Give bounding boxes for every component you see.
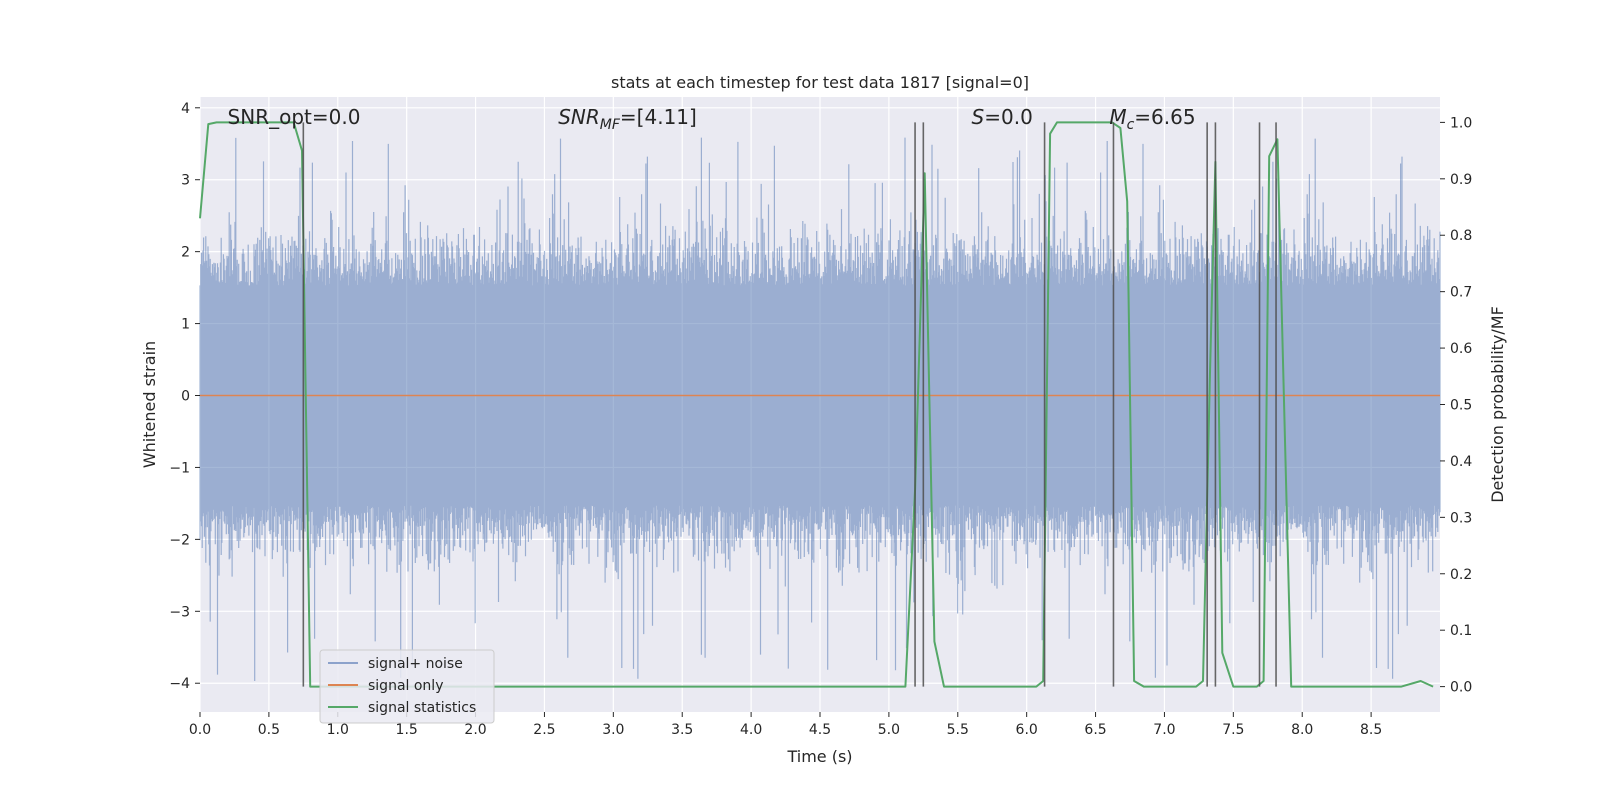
x-tick-label: 7.5	[1222, 722, 1244, 738]
y2-tick-label: 0.1	[1450, 623, 1472, 639]
y-axis-label: Whitened strain	[140, 341, 159, 468]
y-tick-label: −2	[169, 532, 190, 548]
y2-axis-label: Detection probability/MF	[1488, 306, 1507, 503]
x-tick-label: 3.0	[602, 722, 624, 738]
x-tick-label: 2.0	[464, 722, 486, 738]
x-tick-label: 6.0	[1016, 722, 1038, 738]
x-tick-label: 8.5	[1360, 722, 1382, 738]
annotation-2: S=0.0	[972, 105, 1033, 129]
annotation-1: SNRMF=[4.11]	[558, 105, 697, 133]
legend-box	[319, 649, 495, 724]
y-tick-label: 0	[181, 389, 190, 405]
chart-title: stats at each timestep for test data 181…	[611, 73, 1029, 92]
x-tick-label: 4.5	[809, 722, 831, 738]
x-tick-label: 8.0	[1291, 722, 1313, 738]
annotation-3: Mc=6.65	[1109, 105, 1195, 133]
x-tick-label: 2.5	[533, 722, 555, 738]
x-tick-label: 3.5	[671, 722, 693, 738]
x-tick-label: 1.5	[396, 722, 418, 738]
annotation-0: SNR_opt=0.0	[228, 105, 361, 129]
legend-label-0: signal+ noise	[368, 656, 463, 672]
y-tick-label: 2	[181, 245, 190, 261]
y2-tick-label: 0.5	[1450, 398, 1472, 414]
y-tick-label: −3	[169, 604, 190, 620]
series-signal-statistics	[199, 121, 1434, 688]
series-signal-plus-noise	[199, 137, 1441, 681]
x-tick-label: 0.5	[258, 722, 280, 738]
x-tick-label: 6.5	[1084, 722, 1106, 738]
y-tick-label: 1	[181, 317, 190, 333]
y2-tick-label: 0.0	[1450, 680, 1472, 696]
x-tick-label: 4.0	[740, 722, 762, 738]
y2-tick-label: 0.3	[1450, 510, 1472, 526]
y-tick-label: −1	[169, 460, 190, 476]
x-tick-label: 1.0	[327, 722, 349, 738]
y2-tick-label: 0.4	[1450, 454, 1472, 470]
y2-tick-label: 0.7	[1450, 285, 1472, 301]
legend-label-2: signal statistics	[368, 700, 476, 716]
y-tick-label: 3	[181, 173, 190, 189]
x-tick-label: 7.0	[1153, 722, 1175, 738]
y2-tick-label: 0.6	[1450, 341, 1472, 357]
y2-tick-label: 1.0	[1450, 115, 1472, 131]
x-axis-label: Time (s)	[786, 747, 852, 766]
y2-tick-label: 0.8	[1450, 228, 1472, 244]
x-tick-label: 5.0	[878, 722, 900, 738]
x-tick-label: 0.0	[189, 722, 211, 738]
x-tick-label: 5.5	[947, 722, 969, 738]
y-tick-label: −4	[169, 676, 190, 692]
y2-tick-label: 0.9	[1450, 172, 1472, 188]
y-tick-label: 4	[181, 101, 190, 117]
legend-label-1: signal only	[368, 678, 443, 694]
y2-tick-label: 0.2	[1450, 567, 1472, 583]
